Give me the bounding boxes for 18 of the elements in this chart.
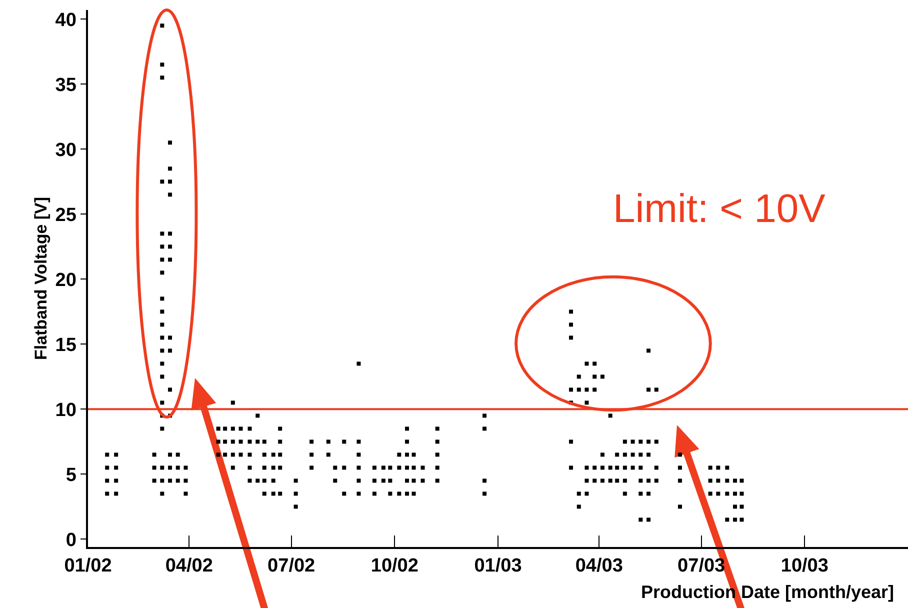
y-tick-label: 20 [55, 270, 76, 291]
y-tick-label: 35 [55, 74, 77, 96]
x-tick-label: 10/03 [780, 556, 828, 577]
y-tick-label: 10 [55, 400, 76, 421]
y-tick-label: 40 [55, 10, 76, 31]
y-tick-label: 25 [55, 204, 77, 226]
y-tick-label: 30 [55, 140, 76, 161]
x-tick-label: 07/02 [268, 556, 316, 577]
annotation: Limit: < 10V [613, 187, 826, 231]
x-tick-label: 10/02 [370, 556, 418, 577]
x-tick-label: 01/02 [64, 556, 112, 577]
x-tick-label: 01/03 [474, 556, 522, 577]
x-tick-label: 04/03 [575, 556, 623, 577]
y-tick-label: 5 [66, 464, 77, 486]
x-tick-label: 04/02 [165, 556, 213, 577]
y-axis-title: Flatband Voltage [V] [31, 196, 50, 360]
y-tick-label: 0 [66, 530, 76, 551]
y-tick-label: 15 [55, 334, 77, 356]
